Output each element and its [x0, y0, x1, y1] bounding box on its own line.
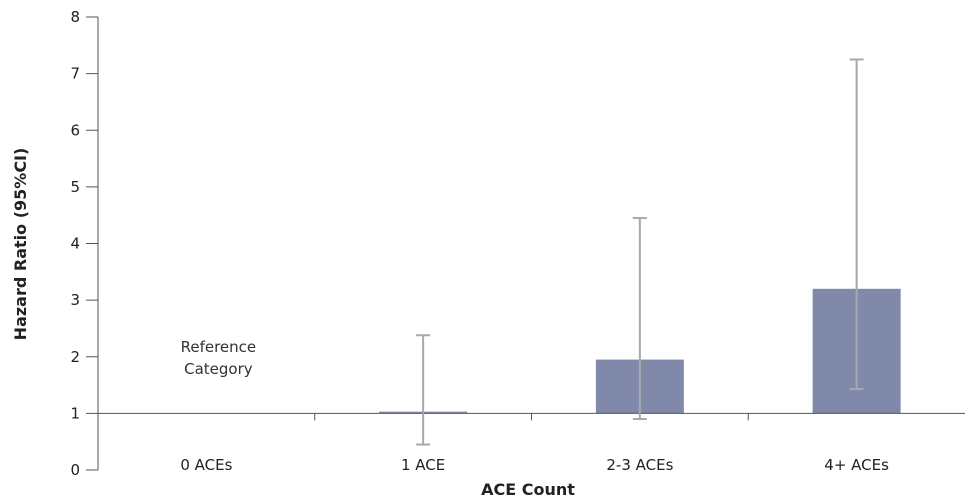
y-tick-label: 7	[70, 65, 80, 83]
error-bars	[416, 59, 864, 444]
y-tick-label: 5	[70, 178, 80, 196]
x-axis-title: ACE Count	[481, 480, 575, 499]
reference-category-note: Reference	[181, 338, 257, 356]
x-category-label: 2-3 ACEs	[606, 456, 673, 474]
y-tick-label: 0	[70, 461, 80, 479]
category-labels: 0 ACEs 1 ACE 2-3 ACEs 4+ ACEs	[180, 456, 889, 474]
reference-category-note: Category	[184, 360, 253, 378]
y-tick-label: 2	[70, 348, 80, 366]
y-tick-label: 8	[70, 8, 80, 26]
x-category-label: 0 ACEs	[180, 456, 232, 474]
annotations: Reference Category	[181, 338, 257, 378]
y-axis: 0 1 2 3 4 5 6 7 8	[70, 8, 98, 479]
y-tick-label: 6	[70, 121, 80, 139]
y-tick-label: 3	[70, 291, 80, 309]
baseline-axis	[98, 413, 965, 420]
x-category-label: 1 ACE	[401, 456, 445, 474]
y-tick-label: 4	[70, 235, 80, 253]
y-tick-label: 1	[70, 404, 80, 422]
y-axis-title: Hazard Ratio (95%CI)	[11, 148, 30, 341]
x-category-label: 4+ ACEs	[824, 456, 889, 474]
